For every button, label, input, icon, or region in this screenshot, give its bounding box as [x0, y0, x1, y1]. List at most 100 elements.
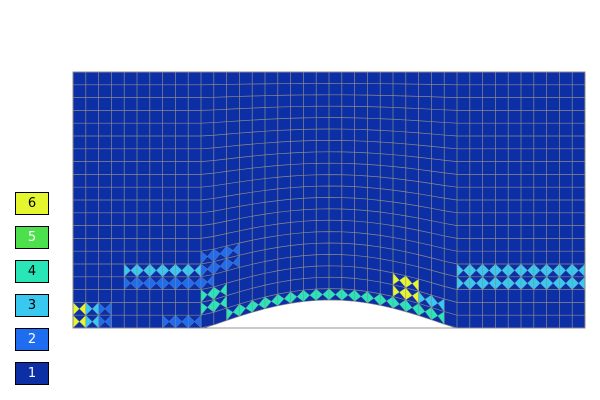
mesh-element-level-4	[264, 296, 272, 310]
mesh-element-level-3	[437, 298, 445, 313]
mesh-element-level-2	[162, 314, 170, 329]
mesh-grid-line	[73, 219, 585, 239]
mesh-element-level-3	[546, 276, 554, 291]
mesh-frame	[72, 71, 586, 329]
mesh-element-level-4	[213, 286, 221, 301]
mesh-element-level-3	[456, 276, 464, 291]
mesh-element-level-3	[572, 276, 579, 291]
mesh-element-level-2	[136, 276, 144, 291]
mesh-element-level-3	[533, 263, 541, 278]
legend-label-5: 5	[27, 230, 37, 245]
mesh-element-level-3	[469, 263, 477, 278]
mesh-element-level-6	[392, 272, 400, 286]
mesh-element-level-3	[149, 263, 157, 278]
mesh-element-level-4	[277, 293, 285, 307]
mesh-element-level-2	[200, 263, 208, 278]
legend-item-3: 3	[15, 294, 49, 317]
mesh-element-level-2	[187, 314, 195, 329]
mesh-element-level-3	[456, 263, 464, 278]
legend-item-4: 4	[15, 260, 49, 283]
mesh-element-level-2	[226, 245, 234, 259]
mesh-element-level-4	[437, 311, 445, 325]
mesh-element-level-3	[482, 263, 490, 278]
mesh-element-level-2	[232, 254, 240, 268]
mesh-grid-line	[73, 276, 585, 303]
mesh-element-level-3	[469, 276, 477, 291]
mesh-element-level-4	[392, 295, 400, 309]
mesh-element-level-2	[162, 276, 170, 291]
mesh-grid-line	[73, 185, 585, 201]
mesh-element-level-3	[495, 276, 503, 291]
mesh-element-level-2	[200, 276, 208, 291]
mesh-grid-line	[73, 162, 585, 175]
legend-label-2: 2	[27, 332, 37, 347]
mesh-element-level-4	[303, 289, 311, 303]
mesh-grid-line	[73, 254, 585, 278]
mesh-element-level-3	[495, 263, 503, 278]
mesh-element-level-3	[508, 263, 515, 278]
mesh-element-level-4	[328, 288, 336, 301]
mesh-element-level-3	[175, 263, 183, 278]
mesh-grid-line	[73, 231, 585, 252]
mesh-element-level-4	[226, 307, 234, 322]
mesh-element-level-3	[85, 314, 93, 329]
mesh-element-level-3	[136, 263, 144, 278]
legend-label-6: 6	[27, 196, 37, 211]
mesh-grid-line	[73, 117, 585, 124]
mesh-element-level-3	[187, 263, 195, 278]
mesh-element-level-2	[149, 276, 157, 291]
mesh-element-level-3	[572, 263, 579, 278]
mesh-element-level-4	[367, 290, 375, 304]
mesh-element-level-2	[232, 242, 240, 256]
mesh-element-level-4	[316, 288, 323, 301]
mesh-element-level-2	[104, 301, 112, 316]
mesh-grid-line	[73, 105, 585, 111]
mesh-element-level-4	[380, 293, 387, 306]
mesh-element-level-3	[123, 263, 131, 278]
mesh-element-level-4	[200, 289, 208, 303]
mesh-element-level-6	[392, 284, 400, 297]
mesh-element-level-2	[200, 250, 208, 265]
legend-item-2: 2	[15, 328, 49, 351]
legend-item-5: 5	[15, 226, 49, 249]
mesh-grid-line	[73, 94, 585, 98]
mesh-element-level-6	[405, 275, 413, 289]
mesh-element-level-2	[104, 314, 112, 329]
mesh-element-level-2	[187, 276, 195, 291]
legend-label-1: 1	[27, 366, 37, 381]
mesh-element-level-2	[98, 301, 106, 316]
legend-label-4: 4	[27, 264, 37, 279]
mesh-element-level-4	[354, 289, 362, 302]
mesh-grid-line	[73, 151, 585, 162]
mesh-element-level-4	[239, 303, 247, 317]
mesh-grid-line	[73, 208, 585, 226]
mesh-element-level-3	[418, 290, 426, 304]
mesh-element-level-4	[418, 302, 426, 316]
mesh-element-level-3	[520, 276, 528, 291]
mesh-element-level-2	[175, 314, 183, 329]
mesh-element-level-3	[533, 276, 541, 291]
mesh-element-level-4	[290, 291, 298, 304]
mesh-element-level-3	[85, 301, 93, 316]
mesh-element-level-4	[219, 282, 227, 297]
mesh-grid-line	[73, 140, 585, 150]
mesh-element-level-2	[207, 273, 215, 288]
mesh-element-level-6	[405, 287, 413, 301]
mesh-element-level-3	[482, 276, 490, 291]
mesh-element-level-4	[251, 299, 259, 313]
mesh-element-level-4	[213, 299, 221, 313]
mesh-grid-line	[73, 197, 585, 214]
mesh-element-level-2	[123, 276, 131, 291]
mesh-grid-line	[73, 83, 585, 86]
mesh-element-level-3	[520, 263, 528, 278]
mesh-element-level-2	[226, 257, 234, 272]
mesh-element-level-3	[162, 263, 170, 278]
legend-label-3: 3	[27, 298, 37, 313]
mesh-element-level-4	[431, 306, 439, 321]
mesh-grid-line	[73, 174, 585, 188]
legend-item-6: 6	[15, 192, 49, 215]
mesh-grid-line	[73, 265, 585, 290]
legend-item-1: 1	[15, 362, 49, 385]
mesh-grid-line	[73, 242, 585, 265]
